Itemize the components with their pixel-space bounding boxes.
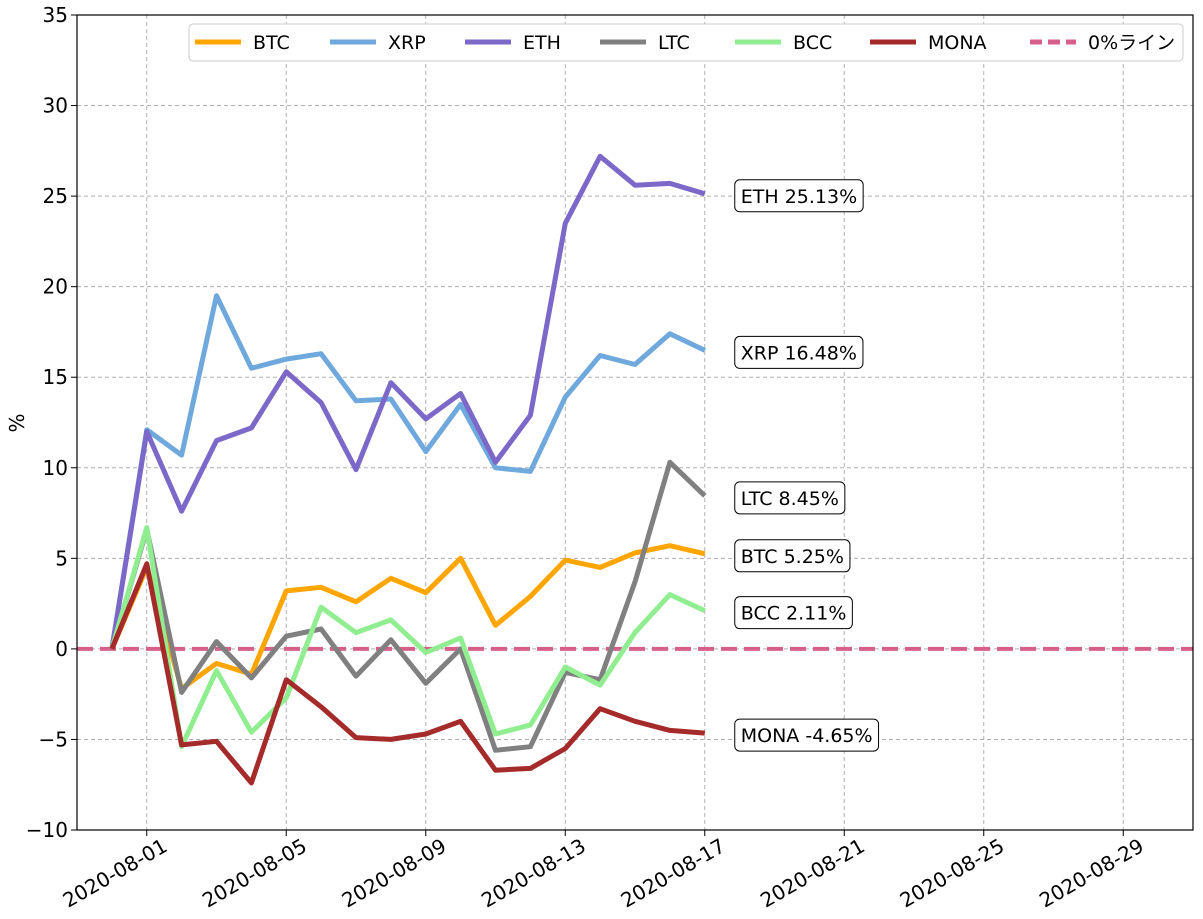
x-tick-label: 2020-08-17 <box>617 834 730 913</box>
annotation-label: ETH 25.13% <box>741 186 857 208</box>
x-tick-label: 2020-08-21 <box>756 834 869 913</box>
series-line-btc <box>109 543 706 692</box>
y-tick-label: 0 <box>55 637 68 661</box>
y-tick-label: 15 <box>43 365 68 389</box>
annotation-btc: BTC 5.25% <box>734 539 851 573</box>
series-line-xrp <box>109 293 706 650</box>
legend-item-btc: BTC <box>195 32 290 54</box>
legend-item-bcc: BCC <box>735 32 832 54</box>
series-line-bcc <box>109 525 706 750</box>
x-axis: 2020-08-01 2020-08-05 2020-08-09 2020-08-13… <box>59 830 1148 912</box>
legend-item-zero-line: 0%ライン <box>1030 32 1175 54</box>
annotation-label: BTC 5.25% <box>741 546 844 568</box>
y-tick-label: 20 <box>43 275 68 299</box>
legend-item-mona: MONA <box>870 32 987 54</box>
series-line-ltc <box>109 459 707 753</box>
annotation-mona: MONA -4.65% <box>734 718 880 752</box>
x-tick-label: 2020-08-13 <box>477 834 590 913</box>
annotation-bcc: BCC 2.11% <box>734 596 853 630</box>
annotation-label: XRP 16.48% <box>741 342 857 364</box>
legend-label: MONA <box>928 32 987 54</box>
legend-label: 0%ライン <box>1088 32 1175 54</box>
legend-label: BTC <box>253 32 290 54</box>
y-tick-label: −10 <box>26 818 68 842</box>
x-tick-label: 2020-08-05 <box>198 834 311 913</box>
annotation-box <box>734 179 864 213</box>
y-tick-label: 25 <box>43 184 68 208</box>
plot-frame <box>76 14 1194 831</box>
legend-item-eth: ETH <box>465 32 561 54</box>
legend-frame <box>188 23 1184 62</box>
series-group <box>109 153 707 786</box>
legend-item-xrp: XRP <box>330 32 426 54</box>
y-tick-label: −5 <box>39 727 68 751</box>
x-tick-label: 2020-08-09 <box>338 834 451 913</box>
annotation-xrp: XRP 16.48% <box>734 335 864 369</box>
plot-area <box>77 15 1193 830</box>
y-axis-label: % <box>5 413 29 432</box>
annotation-ltc: LTC 8.45% <box>734 481 846 515</box>
annotation-box <box>734 596 853 630</box>
annotation-box <box>734 335 864 369</box>
legend-label: XRP <box>388 32 426 54</box>
annotation-label: LTC 8.45% <box>741 488 839 510</box>
legend: BTC XRP ETH LTC BCC MONA 0%ライン <box>188 23 1184 62</box>
x-tick-label: 2020-08-29 <box>1035 834 1148 913</box>
series-line-eth <box>109 153 706 650</box>
legend-label: LTC <box>658 32 690 54</box>
annotation-box <box>734 481 846 515</box>
y-tick-label: 35 <box>43 3 68 27</box>
annotation-label: MONA -4.65% <box>741 725 873 747</box>
y-tick-label: 30 <box>43 94 68 118</box>
legend-label: ETH <box>523 32 561 54</box>
end-value-annotations: BTC 5.25% XRP 16.48% ETH 25.13% LTC 8.45% BC… <box>734 179 880 752</box>
annotation-eth: ETH 25.13% <box>734 179 864 213</box>
series-line-mona <box>109 561 705 786</box>
x-tick-label: 2020-08-25 <box>896 834 1009 913</box>
y-axis: −10 −5 0 5 10 15 20 25 30 35 <box>26 3 77 842</box>
annotation-box <box>734 718 880 752</box>
y-tick-label: 10 <box>43 456 68 480</box>
y-tick-label: 5 <box>55 546 68 570</box>
legend-item-ltc: LTC <box>600 32 690 54</box>
annotation-label: BCC 2.11% <box>741 603 847 625</box>
legend-label: BCC <box>793 32 832 54</box>
annotation-box <box>734 539 851 573</box>
x-tick-label: 2020-08-01 <box>59 834 172 913</box>
